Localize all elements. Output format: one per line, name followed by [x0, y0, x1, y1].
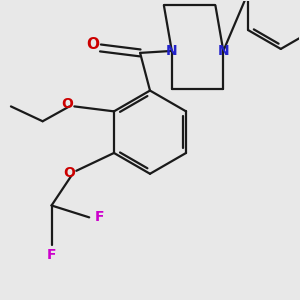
- Text: O: O: [86, 38, 99, 52]
- Text: F: F: [47, 248, 56, 262]
- Text: O: O: [63, 166, 75, 180]
- Text: F: F: [94, 210, 104, 224]
- Text: N: N: [218, 44, 229, 58]
- Text: N: N: [166, 44, 178, 58]
- Text: O: O: [61, 98, 73, 111]
